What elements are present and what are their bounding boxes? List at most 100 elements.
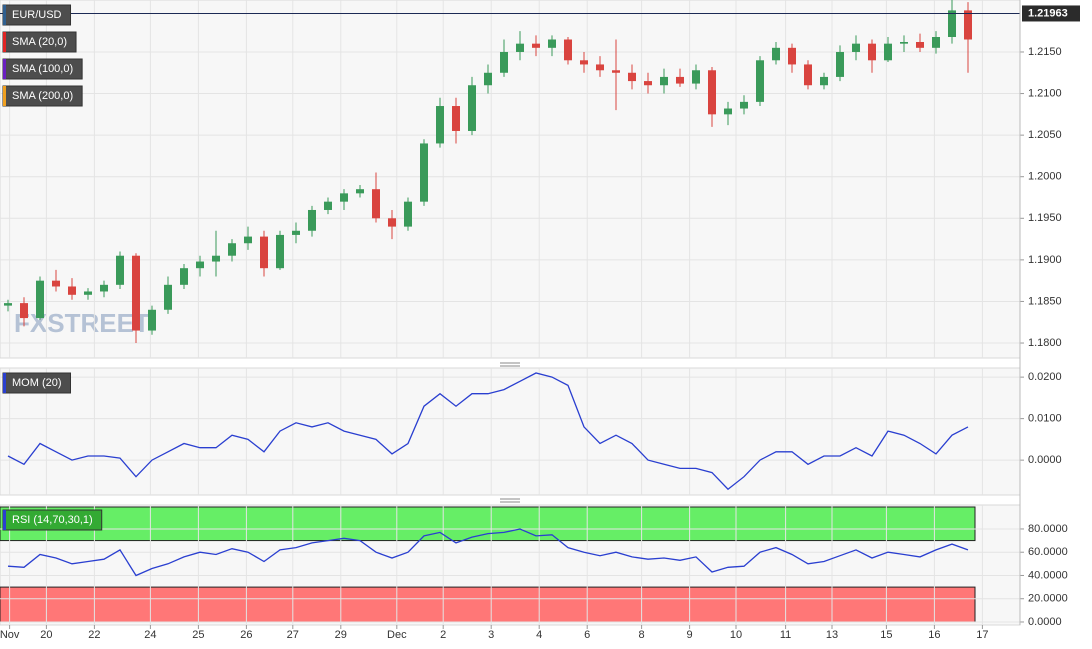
candle-body: [948, 10, 956, 38]
candle-body: [900, 41, 908, 44]
x-tick-label: Dec: [387, 629, 407, 641]
y-tick-label: 60.0000: [1028, 546, 1068, 558]
candle-body: [644, 81, 652, 86]
legend-tag-label: EUR/USD: [12, 9, 62, 21]
candle-body: [660, 76, 668, 86]
legend-tag-stripe: [3, 32, 6, 52]
last-price-label: 1.21963: [1028, 7, 1068, 19]
candle-body: [788, 47, 796, 65]
x-tick-label: 9: [687, 629, 693, 641]
legend-tag-label: MOM (20): [12, 377, 62, 389]
x-tick-label: Nov: [0, 629, 20, 641]
candle-body: [756, 60, 764, 102]
y-tick-label: 0.0200: [1028, 371, 1062, 383]
candle-body: [308, 209, 316, 231]
y-tick-label: 0.0100: [1028, 413, 1062, 425]
x-tick-label: 8: [639, 629, 645, 641]
candle-body: [452, 106, 460, 131]
candle-body: [532, 43, 540, 48]
x-tick-label: 29: [335, 629, 347, 641]
legend-tag: SMA (20,0): [2, 31, 77, 53]
candle-body: [964, 10, 972, 40]
legend-tag: SMA (200,0): [2, 85, 83, 107]
candle-body: [500, 51, 508, 73]
candle-body: [420, 143, 428, 202]
candle-body: [388, 218, 396, 227]
x-tick-label: 22: [88, 629, 100, 641]
y-tick-label: 20.0000: [1028, 593, 1068, 605]
y-tick-label: 1.2000: [1028, 171, 1062, 183]
oversold-zone: [0, 586, 976, 623]
candle-body: [932, 37, 940, 48]
watermark: FXSTREET: [14, 308, 150, 338]
candle-body: [148, 309, 156, 331]
candle-body: [692, 70, 700, 84]
candle-body: [804, 64, 812, 86]
legend-tag-label: SMA (20,0): [12, 36, 67, 48]
candle-body: [564, 39, 572, 61]
legend-tag-stripe: [3, 373, 6, 393]
x-tick-label: 6: [584, 629, 590, 641]
candle-body: [612, 70, 620, 73]
candle-body: [228, 243, 236, 256]
candle-body: [628, 72, 636, 82]
x-tick-label: 25: [192, 629, 204, 641]
legend-tag-stripe: [3, 510, 6, 530]
legend-tag: MOM (20): [2, 372, 71, 394]
candle-body: [516, 43, 524, 52]
candle-body: [52, 280, 60, 287]
last-price-box: [1022, 5, 1080, 22]
candle-body: [916, 41, 924, 48]
candle-body: [132, 255, 140, 331]
legend-tag-label: SMA (100,0): [12, 63, 73, 75]
y-tick-label: 1.1900: [1028, 254, 1062, 266]
y-tick-label: 80.0000: [1028, 523, 1068, 535]
x-tick-label: 24: [144, 629, 156, 641]
legend-tag: RSI (14,70,30,1): [2, 509, 103, 531]
candle-body: [180, 268, 188, 285]
panel-handle: [500, 362, 520, 503]
legend-tag-stripe: [3, 5, 6, 25]
x-tick-label: 20: [40, 629, 52, 641]
candle-body: [868, 43, 876, 61]
candle-body: [820, 76, 828, 86]
x-tick-label: 16: [928, 629, 940, 641]
candle-body: [724, 108, 732, 115]
candle-body: [84, 291, 92, 295]
panel-background: [0, 367, 1021, 496]
candle-body: [884, 43, 892, 61]
candle-body: [100, 284, 108, 292]
overbought-zone: [0, 506, 976, 542]
candle-body: [244, 236, 252, 244]
legend-tag: EUR/USD: [2, 4, 72, 26]
candle-body: [36, 280, 44, 319]
candle-body: [212, 255, 220, 262]
candle-body: [436, 106, 444, 144]
legend-tag-label: SMA (200,0): [12, 90, 73, 102]
candle-body: [68, 286, 76, 295]
candle-body: [20, 303, 28, 319]
candle-body: [4, 303, 12, 306]
legend-tag-label: RSI (14,70,30,1): [12, 514, 93, 526]
candle-body: [852, 43, 860, 52]
y-tick-label: 1.1800: [1028, 337, 1062, 349]
y-tick-label: 1.2050: [1028, 129, 1062, 141]
candle-body: [356, 189, 364, 194]
x-tick-label: 26: [240, 629, 252, 641]
candle-body: [340, 193, 348, 202]
x-tick-label: 13: [826, 629, 838, 641]
candle-body: [116, 255, 124, 285]
candle-body: [324, 201, 332, 210]
x-tick-label: 10: [730, 629, 742, 641]
x-tick-label: 2: [440, 629, 446, 641]
candle-body: [404, 201, 412, 227]
candle-body: [372, 189, 380, 219]
candle-body: [196, 261, 204, 269]
panel-background: [0, 0, 1021, 359]
x-tick-label: 15: [880, 629, 892, 641]
y-tick-label: 0.0000: [1028, 616, 1062, 628]
candle-body: [772, 47, 780, 61]
y-tick-label: 1.2150: [1028, 46, 1062, 58]
candle-body: [740, 101, 748, 109]
